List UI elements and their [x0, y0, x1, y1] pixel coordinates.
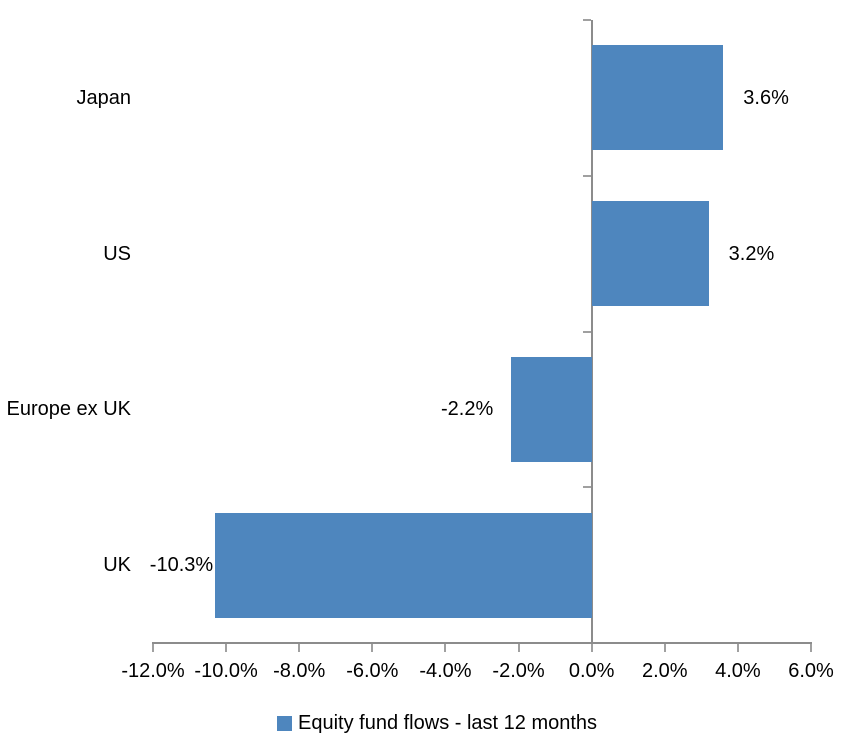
x-tick-label: 0.0%	[568, 660, 615, 682]
x-axis-tick	[225, 644, 228, 652]
category-tick	[582, 330, 591, 333]
category-label-europe-ex-uk: Europe ex UK	[6, 398, 131, 421]
category-label-us: US	[103, 242, 131, 265]
x-tick-label: 2.0%	[641, 660, 688, 682]
bar-europe-ex-uk	[511, 356, 592, 462]
legend-label: Equity fund flows - last 12 months	[298, 712, 598, 734]
value-label-us: 3.2%	[728, 242, 775, 265]
x-tick-label: 4.0%	[715, 660, 761, 682]
x-axis-tick	[517, 644, 520, 652]
category-tick	[582, 174, 591, 177]
x-tick-label: -12.0%	[121, 660, 185, 682]
x-tick-label: 6.0%	[788, 660, 834, 682]
y-axis-line	[590, 20, 593, 643]
bar-japan	[591, 45, 724, 151]
bar-us	[591, 201, 709, 307]
x-tick-label: -8.0%	[273, 660, 326, 682]
category-label-uk: UK	[103, 554, 131, 577]
x-axis-tick	[298, 644, 301, 652]
x-axis-tick	[371, 644, 374, 652]
x-tick-label: -2.0%	[492, 660, 545, 682]
x-axis-tick	[810, 644, 812, 652]
x-axis-tick	[736, 644, 739, 652]
legend-swatch-icon	[277, 715, 292, 731]
category-label-japan: Japan	[76, 86, 132, 109]
x-tick-label: -4.0%	[419, 660, 472, 682]
x-axis-tick	[590, 644, 593, 652]
x-axis-tick	[152, 644, 154, 652]
x-axis-tick	[444, 644, 447, 652]
x-tick-label: -6.0%	[346, 660, 399, 682]
value-label-japan: 3.6%	[743, 86, 789, 109]
legend: Equity fund flows - last 12 months	[277, 710, 597, 736]
x-tick-label: -10.0%	[194, 660, 258, 682]
x-axis-tick	[663, 644, 666, 652]
category-tick	[582, 19, 591, 21]
value-label-europe-ex-uk: -2.2%	[441, 398, 494, 421]
category-tick	[582, 486, 591, 489]
value-label-uk: -10.3%	[149, 554, 214, 577]
bar-uk	[215, 512, 592, 618]
x-axis-line	[152, 642, 812, 644]
